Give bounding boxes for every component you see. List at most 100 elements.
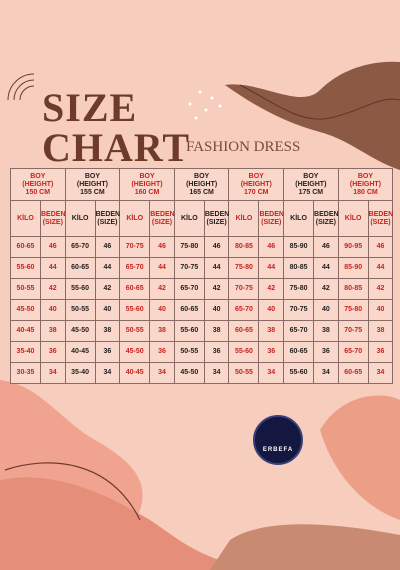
- size-cell: 46: [94, 236, 121, 258]
- cell-text: (HEIGHT): [349, 180, 382, 188]
- weight-cell: 50-55: [64, 299, 96, 321]
- weight-cell: 80-85: [337, 278, 369, 300]
- size-cell: 36: [203, 341, 230, 363]
- kilo-header: KİLO: [283, 200, 315, 237]
- cell-text: 160 CM: [134, 188, 160, 196]
- weight-cell: 35-40: [64, 362, 96, 384]
- height-header: BOY (HEIGHT) 180 CM: [337, 168, 394, 201]
- header-row: BOY (HEIGHT) 150 CM BOY (HEIGHT) 155 CM BOY (HE…: [10, 168, 394, 201]
- size-cell: 36: [94, 341, 121, 363]
- size-cell: 38: [367, 320, 394, 342]
- cell-text: BEDEN: [259, 210, 284, 218]
- cell-text: (SIZE): [206, 218, 227, 226]
- size-header: BEDEN (SIZE): [40, 200, 66, 237]
- size-cell: 36: [149, 341, 175, 363]
- cell-text: BOY: [84, 172, 100, 180]
- data-row: 50-55 42 55-60 42 60-65 42 65-70 42 70-75 42 75-80…: [10, 278, 394, 300]
- cell-text: (SIZE): [315, 218, 336, 226]
- size-cell: 46: [203, 236, 230, 258]
- weight-cell: 60-65: [173, 299, 205, 321]
- weight-cell: 70-75: [283, 299, 315, 321]
- size-cell: 40: [40, 299, 66, 321]
- subtitle: FASHION DRESS: [186, 139, 301, 155]
- kilo-header: KİLO: [64, 200, 96, 237]
- weight-cell: 65-70: [283, 320, 315, 342]
- size-cell: 34: [149, 362, 175, 384]
- cell-text: BEDEN: [204, 210, 230, 218]
- cell-text: 170 CM: [243, 188, 269, 196]
- weight-cell: 40-45: [10, 320, 41, 342]
- size-cell: 36: [40, 341, 66, 363]
- cell-text: BOY: [357, 172, 374, 180]
- kilo-header: KİLO: [10, 200, 41, 237]
- size-header: BEDEN (SIZE): [367, 200, 394, 237]
- size-cell: 42: [40, 278, 66, 300]
- weight-cell: 45-50: [119, 341, 151, 363]
- weight-cell: 65-70: [228, 299, 260, 321]
- weight-cell: 75-80: [337, 299, 369, 321]
- kilo-header: KİLO: [337, 200, 369, 237]
- size-cell: 44: [203, 257, 230, 279]
- weight-cell: 50-55: [10, 278, 41, 300]
- weight-cell: 55-60: [283, 362, 315, 384]
- cell-text: (SIZE): [97, 218, 118, 226]
- kilo-header: KİLO: [119, 200, 151, 237]
- height-header: BOY (HEIGHT) 170 CM: [228, 168, 285, 201]
- cell-text: (SIZE): [42, 218, 63, 226]
- cell-text: KİLO: [235, 214, 253, 222]
- weight-cell: 50-55: [119, 320, 151, 342]
- size-cell: 42: [258, 278, 285, 300]
- weight-cell: 70-75: [173, 257, 205, 279]
- cell-text: 175 CM: [298, 188, 324, 196]
- weight-cell: 50-55: [228, 362, 260, 384]
- title: CHART: [42, 125, 191, 170]
- size-cell: 44: [367, 257, 394, 279]
- size-cell: 42: [94, 278, 121, 300]
- cell-text: BOY: [30, 172, 46, 180]
- weight-cell: 75-80: [283, 278, 315, 300]
- data-row: 30-35 34 35-40 34 40-45 34 45-50 34 50-55 34 55-60…: [10, 362, 394, 384]
- size-cell: 42: [313, 278, 339, 300]
- size-cell: 40: [367, 299, 394, 321]
- weight-cell: 65-70: [173, 278, 205, 300]
- weight-cell: 55-60: [64, 278, 96, 300]
- cell-text: (HEIGHT): [76, 180, 108, 188]
- cell-text: (SIZE): [370, 218, 391, 226]
- size-cell: 46: [313, 236, 339, 258]
- size-cell: 34: [258, 362, 285, 384]
- weight-cell: 60-65: [228, 320, 260, 342]
- size-header: BEDEN (SIZE): [258, 200, 285, 237]
- size-cell: 44: [258, 257, 285, 279]
- weight-cell: 90-95: [337, 236, 369, 258]
- size-header: BEDEN (SIZE): [149, 200, 175, 237]
- weight-cell: 85-90: [283, 236, 315, 258]
- weight-cell: 45-50: [10, 299, 41, 321]
- size-cell: 34: [40, 362, 66, 384]
- weight-cell: 55-60: [119, 299, 151, 321]
- weight-cell: 65-70: [119, 257, 151, 279]
- cell-text: 180 CM: [353, 188, 378, 196]
- weight-cell: 70-75: [119, 236, 151, 258]
- size-cell: 46: [149, 236, 175, 258]
- cell-text: (HEIGHT): [295, 180, 327, 188]
- size-cell: 38: [40, 320, 66, 342]
- size-cell: 46: [40, 236, 66, 258]
- size-cell: 40: [203, 299, 230, 321]
- weight-cell: 60-65: [283, 341, 315, 363]
- weight-cell: 75-80: [173, 236, 205, 258]
- cell-text: (SIZE): [151, 218, 173, 226]
- cell-text: KİLO: [126, 214, 144, 222]
- data-row: 35-40 36 40-45 36 45-50 36 50-55 36 55-60 36 60-65…: [10, 341, 394, 363]
- size-cell: 34: [367, 362, 394, 384]
- weight-cell: 35-40: [10, 341, 41, 363]
- cell-text: (SIZE): [261, 218, 282, 226]
- size-cell: 38: [258, 320, 285, 342]
- cell-text: BEDEN: [314, 210, 339, 218]
- height-header: BOY (HEIGHT) 175 CM: [283, 168, 339, 201]
- size-cell: 38: [149, 320, 175, 342]
- weight-cell: 60-65: [337, 362, 369, 384]
- cell-text: KİLO: [71, 214, 89, 222]
- size-cell: 46: [367, 236, 394, 258]
- cell-text: (HEIGHT): [240, 180, 272, 188]
